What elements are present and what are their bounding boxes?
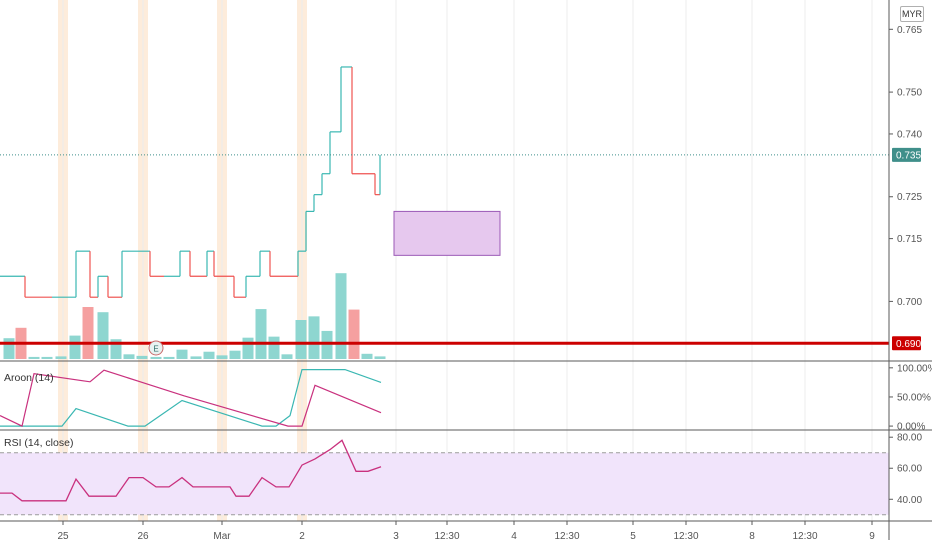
xtick-label-3: 2 (299, 531, 305, 542)
rsi-line (0, 439, 382, 502)
main-ytick-label-5: 0.715 (897, 234, 922, 245)
main-ytick-label-1: 0.750 (897, 88, 922, 99)
volume-bar-28 (374, 356, 386, 359)
rsi-ytick-label-0: 80.00 (897, 433, 922, 444)
main-ytick-label-4: 0.725 (897, 192, 922, 203)
volume-bar-18 (242, 337, 254, 359)
volume-bar-3 (41, 356, 53, 359)
xtick-label-6: 4 (511, 531, 517, 542)
volume-bar-21 (281, 354, 293, 359)
highlight-box (393, 210, 501, 256)
xtick-label-2: Mar (213, 531, 231, 542)
volume-bar-2 (28, 356, 40, 359)
price-series (0, 66, 381, 298)
last-price-tag-text: 0.735 (896, 150, 921, 161)
xtick-label-9: 12:30 (673, 531, 698, 542)
last-price-tag-bg (892, 147, 921, 162)
volume-bar-22 (295, 320, 307, 359)
xtick-label-11: 12:30 (792, 531, 817, 542)
rsi-band-fill (0, 452, 889, 515)
support-price-tag-bg (892, 336, 921, 351)
earnings-marker-circle (148, 340, 164, 356)
volume-bar-8 (110, 339, 122, 359)
volume-bar-0 (3, 338, 15, 359)
aroon-down-line (0, 369, 382, 427)
overlays: E (0, 154, 889, 356)
xtick-label-10: 8 (749, 531, 755, 542)
volume-bar-7 (97, 312, 109, 359)
volume-bar-4 (55, 356, 67, 359)
grid-lines (62, 0, 873, 521)
aroon-series (0, 369, 382, 427)
xtick-label-8: 5 (630, 531, 636, 542)
support-price-tag-text: 0.690 (896, 339, 921, 350)
volume-bar-24 (321, 330, 333, 359)
axes: 0.765 0.750 0.740 0.725 0.715 0.700 0.735 0.690… (57, 25, 932, 542)
xtick-label-7: 12:30 (554, 531, 579, 542)
earnings-marker-label: E (153, 345, 158, 354)
aroon-ytick-label-2: 0.00% (897, 422, 925, 433)
volume-bar-14 (190, 356, 202, 359)
main-ytick-label-6: 0.700 (897, 297, 922, 308)
rsi-title: RSI (14, close) (4, 437, 73, 449)
rsi-ytick-label-2: 40.00 (897, 495, 922, 506)
aroon-ytick-label-0: 100.00% (897, 363, 932, 374)
volume-bar-9 (123, 354, 135, 359)
volume-bar-25 (335, 273, 347, 359)
currency-label[interactable]: MYR (900, 6, 924, 22)
aroon-title: Aroon (14) (4, 372, 54, 384)
volume-bar-19 (255, 309, 267, 359)
volume-bar-15 (203, 351, 215, 359)
volume-bar-13 (176, 349, 188, 359)
xtick-label-5: 12:30 (434, 531, 459, 542)
main-ytick-label-0: 0.765 (897, 25, 922, 36)
volume-bar-23 (308, 316, 320, 359)
main-ytick-label-2: 0.740 (897, 129, 922, 140)
volume-bar-26 (348, 309, 360, 359)
xtick-label-4: 3 (393, 531, 399, 542)
volume-bar-17 (229, 350, 241, 359)
volume-bar-12 (163, 356, 175, 359)
volume-bar-16 (216, 355, 228, 359)
volume-bar-6 (82, 307, 94, 359)
volume-bar-11 (150, 356, 162, 359)
aroon-up-line (0, 369, 382, 427)
xtick-label-0: 25 (57, 531, 69, 542)
aroon-ytick-label-1: 50.00% (897, 392, 931, 403)
rsi-band (0, 452, 889, 516)
xtick-label-12: 9 (869, 531, 875, 542)
volume-bar-27 (361, 353, 373, 359)
rsi-ytick-label-1: 60.00 (897, 464, 922, 475)
rsi-series (0, 439, 382, 502)
volume-bar-20 (268, 336, 280, 359)
volume-bar-10 (136, 355, 148, 359)
xtick-label-1: 26 (137, 531, 149, 542)
volume-bar-5 (69, 335, 81, 359)
